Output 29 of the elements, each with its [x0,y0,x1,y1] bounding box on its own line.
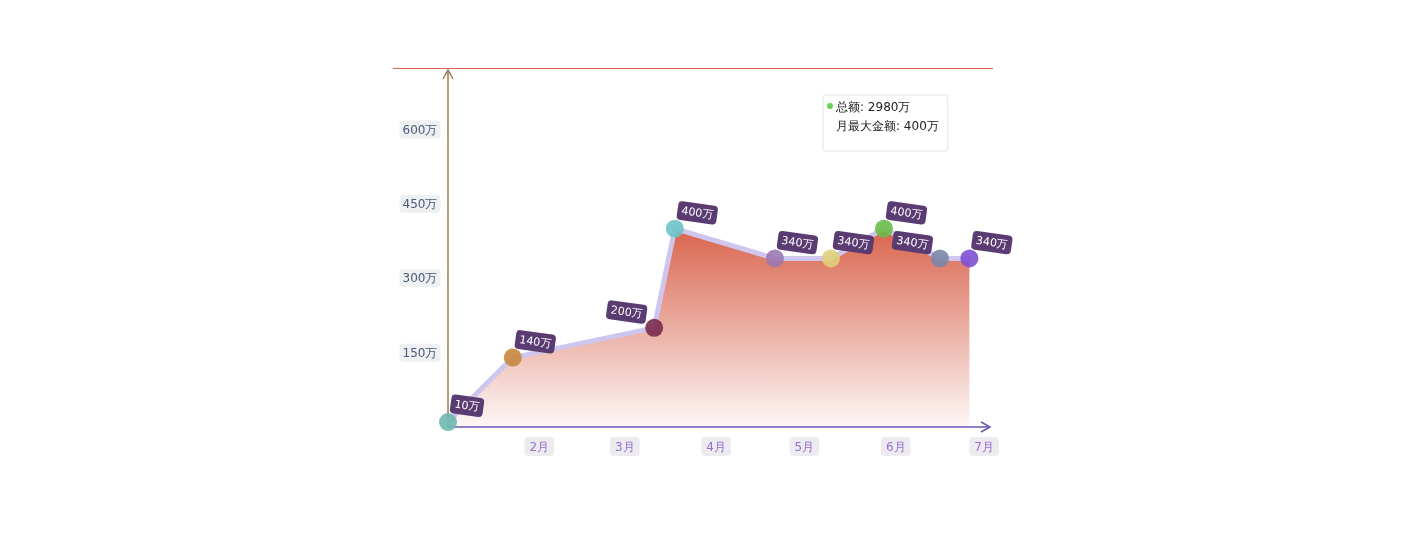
point [930,249,949,268]
annotation: 总额: 2980万 [835,100,911,114]
data-label: 340万 [836,233,871,252]
data-label: 140万 [518,333,553,351]
data-label: 400万 [680,204,715,222]
x-tick-label: 6月 [885,440,906,454]
point [874,219,893,238]
data-label: 340万 [895,233,930,252]
y-tick-label: 450万 [402,196,438,211]
point [503,348,522,367]
annotation: 月最大金额: 400万 [836,119,939,133]
x-tick-label: 3月 [614,440,635,454]
data-label: 200万 [609,303,644,321]
point [821,249,840,268]
point [645,318,664,337]
x-tick-label: 4月 [706,440,726,454]
data-label: 340万 [780,233,815,252]
x-tick-label: 2月 [529,440,550,454]
y-tick-label: 300万 [402,271,438,286]
point [960,249,979,268]
point [665,219,684,238]
x-tick-label: 7月 [974,440,994,454]
y-tick-label: 600万 [402,122,438,137]
data-label: 340万 [975,233,1009,252]
x-tick-label: 5月 [794,440,815,454]
point [765,249,784,268]
y-tick-label: 150万 [402,345,438,360]
data-label: 400万 [889,204,924,222]
data-label: 10万 [453,397,481,414]
